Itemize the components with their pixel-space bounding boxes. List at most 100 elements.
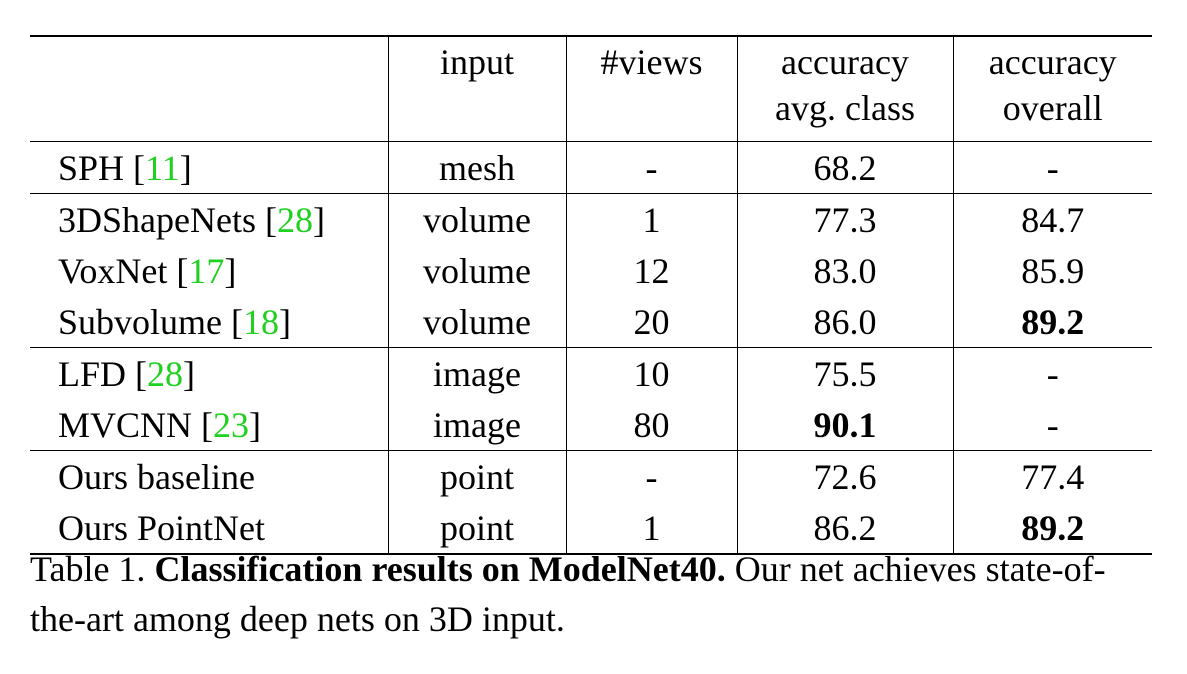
cell: 77.4 (952, 450, 1152, 502)
cell: 86.2 (736, 502, 953, 555)
bracket: [ (135, 353, 148, 394)
cell-text: - (1046, 147, 1059, 188)
method-name: Subvolume (58, 301, 223, 342)
cell-text: 75.5 (813, 353, 877, 394)
cell: mesh (387, 141, 566, 194)
method-cell: SPH [11] (30, 141, 388, 194)
cell: image (387, 347, 566, 399)
cell: 77.3 (736, 193, 953, 245)
cell: point (387, 502, 566, 555)
bracket: [ (264, 199, 277, 240)
bracket: [ (133, 147, 146, 188)
cell: - (565, 141, 737, 194)
cell-text: 68.2 (813, 147, 877, 188)
cell-text: 1 (642, 199, 661, 240)
bracket: [ (176, 250, 189, 291)
bracket: ] (224, 250, 237, 291)
cell-text: - (1046, 404, 1059, 445)
cell: 83.0 (736, 245, 953, 296)
table-row: MVCNN [23] image 80 90.1 - (30, 399, 1152, 451)
method-cell: Ours baseline (30, 450, 388, 502)
cell-text: 84.7 (1021, 199, 1085, 240)
bracket: [ (231, 301, 244, 342)
citation: 17 (188, 250, 225, 291)
table-row: 3DShapeNets [28] volume 1 77.3 84.7 (30, 193, 1152, 245)
header-cell: #views (565, 35, 737, 142)
cell: 80 (565, 399, 737, 451)
bracket: ] (279, 301, 292, 342)
cell-text: - (645, 456, 658, 497)
table-row: Ours PointNet point 1 86.2 89.2 (30, 502, 1152, 555)
cell: 75.5 (736, 347, 953, 399)
cell-text: - (1046, 353, 1059, 394)
method-cell: MVCNN [23] (30, 399, 388, 451)
bracket: ] (312, 199, 325, 240)
cell-text: image (433, 404, 521, 445)
cell-text: 10 (633, 353, 670, 394)
cell-text: 89.2 (1021, 301, 1085, 342)
table-row: LFD [28] image 10 75.5 - (30, 347, 1152, 399)
header-cell: input (387, 35, 566, 142)
bracket: ] (179, 147, 192, 188)
method-name: Ours baseline (58, 456, 255, 497)
cell: - (952, 347, 1152, 399)
cell-text: - (645, 147, 658, 188)
header-text: accuracy (781, 42, 909, 82)
cell: 72.6 (736, 450, 953, 502)
cell: 90.1 (736, 399, 953, 451)
cell: 86.0 (736, 296, 953, 348)
cell-text: point (439, 507, 514, 548)
cell: image (387, 399, 566, 451)
cell: 89.2 (952, 296, 1152, 348)
method-name: MVCNN (58, 404, 193, 445)
cell: volume (387, 296, 566, 348)
citation: 11 (145, 147, 180, 188)
results-table: input #views accuracy avg. class accuracy ove… (30, 35, 1152, 555)
bracket: [ (201, 404, 214, 445)
cell-text: 77.4 (1021, 456, 1085, 497)
cell: volume (387, 245, 566, 296)
caption-label: Table 1. (30, 549, 146, 589)
method-name: Ours PointNet (58, 507, 265, 548)
table: input #views accuracy avg. class accuracy ove… (30, 35, 1152, 555)
header-text: input (439, 42, 514, 82)
header-text: accuracy (988, 42, 1117, 82)
header-text: overall (1002, 88, 1103, 128)
table-row: SPH [11] mesh - 68.2 - (30, 141, 1152, 194)
header-cell: accuracy overall (952, 35, 1152, 142)
method-name: LFD (58, 353, 127, 394)
cell-text: 12 (633, 250, 670, 291)
cell-text: 86.2 (813, 507, 877, 548)
cell: 84.7 (952, 193, 1152, 245)
cell-text: 1 (642, 507, 661, 548)
cell: 20 (565, 296, 737, 348)
cell: - (952, 399, 1152, 451)
cell-text: 86.0 (813, 301, 877, 342)
table-row: VoxNet [17] volume 12 83.0 85.9 (30, 245, 1152, 296)
method-cell: Subvolume [18] (30, 296, 388, 348)
cell: 1 (565, 193, 737, 245)
caption: Table 1. Classification results on Model… (30, 544, 1160, 644)
method-name: VoxNet (58, 250, 168, 291)
citation: 28 (276, 199, 313, 240)
header-cell: accuracy avg. class (736, 35, 953, 142)
cell-text: mesh (439, 147, 515, 188)
cell: - (952, 141, 1152, 194)
method-cell: 3DShapeNets [28] (30, 193, 388, 245)
table-row: Subvolume [18] volume 20 86.0 89.2 (30, 296, 1152, 348)
cell-text: 80 (633, 404, 670, 445)
cell: point (387, 450, 566, 502)
cell-text: 85.9 (1021, 250, 1085, 291)
cell: 10 (565, 347, 737, 399)
cell-text: 72.6 (813, 456, 877, 497)
citation: 23 (213, 404, 250, 445)
cell: 85.9 (952, 245, 1152, 296)
caption-title: Classification results on ModelNet40. (154, 549, 726, 589)
method-name: 3DShapeNets (58, 199, 256, 240)
cell-text: 77.3 (813, 199, 877, 240)
bracket: ] (183, 353, 196, 394)
citation: 28 (147, 353, 184, 394)
cell-text: volume (423, 250, 531, 291)
cell-text: point (439, 456, 514, 497)
